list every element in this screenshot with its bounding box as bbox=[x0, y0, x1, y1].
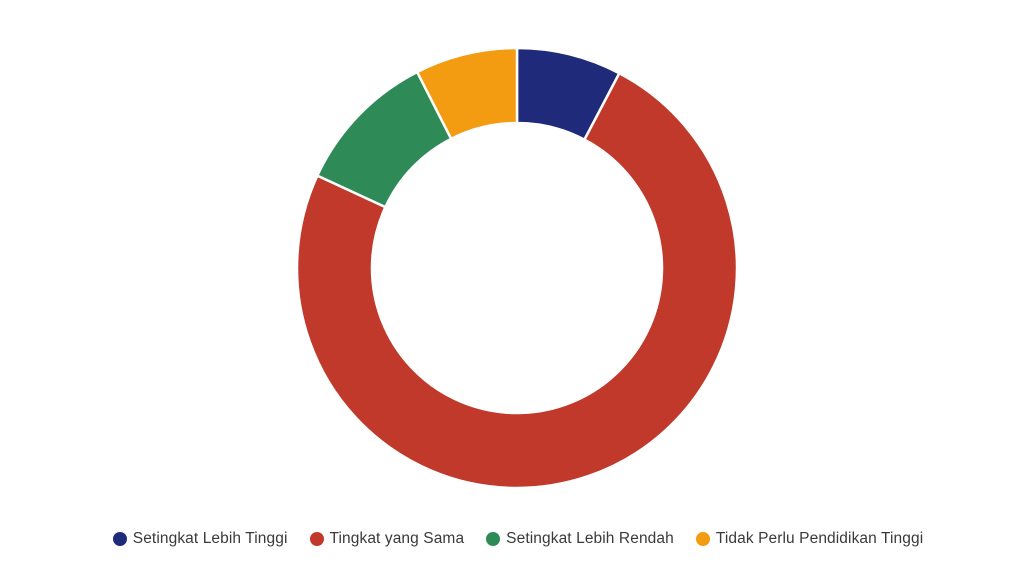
legend-label-tingkat-yang-sama: Tingkat yang Sama bbox=[329, 530, 465, 547]
legend-swatch-setingkat-lebih-rendah bbox=[486, 532, 501, 546]
donut-slice-tingkat-yang-sama[interactable] bbox=[295, 71, 739, 490]
legend-item-setingkat-lebih-tinggi[interactable]: Setingkat Lebih Tinggi bbox=[112, 530, 288, 548]
legend-label-setingkat-lebih-rendah: Setingkat Lebih Rendah bbox=[506, 530, 674, 547]
chart-legend: Setingkat Lebih Tinggi Tingkat yang Sama… bbox=[0, 527, 1024, 551]
legend-swatch-setingkat-lebih-tinggi bbox=[112, 532, 127, 546]
legend-item-tingkat-yang-sama[interactable]: Tingkat yang Sama bbox=[309, 530, 465, 548]
donut-slice-tidak-perlu-pendidikan-tinggi[interactable] bbox=[415, 46, 519, 141]
legend-label-setingkat-lebih-tinggi: Setingkat Lebih Tinggi bbox=[132, 530, 288, 547]
legend-swatch-tingkat-yang-sama bbox=[309, 532, 324, 546]
legend-swatch-tidak-perlu-pendidikan-tinggi bbox=[695, 532, 710, 546]
donut-slices bbox=[295, 46, 739, 490]
legend-item-setingkat-lebih-rendah[interactable]: Setingkat Lebih Rendah bbox=[486, 530, 674, 548]
legend-item-tidak-perlu-pendidikan-tinggi[interactable]: Tidak Perlu Pendidikan Tinggi bbox=[695, 530, 924, 548]
legend-label-tidak-perlu-pendidikan-tinggi: Tidak Perlu Pendidikan Tinggi bbox=[715, 530, 924, 547]
